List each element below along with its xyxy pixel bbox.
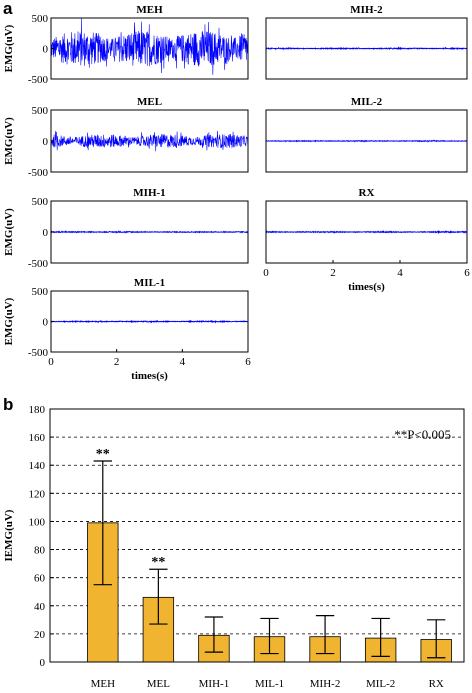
x-tick-label: 2	[114, 356, 120, 368]
y-tick-label: 100	[29, 516, 46, 528]
subplot-title: MIL-2	[351, 96, 383, 108]
y-tick-label: -500	[28, 258, 49, 270]
y-tick-label: 160	[29, 432, 46, 444]
y-tick-label: 500	[32, 105, 49, 117]
y-axis-label: EMG(uV)	[3, 297, 15, 345]
category-label: MIL-2	[366, 678, 395, 690]
subplot-title: MEH	[136, 4, 163, 16]
x-tick-label: 4	[180, 356, 186, 368]
y-tick-label: -500	[28, 74, 49, 86]
y-tick-label: 0	[40, 657, 46, 669]
emg-subplot-mih-1: MIH-1 500 0 -500 EMG(uV)	[3, 187, 249, 270]
significance-note: **P<0.005	[394, 427, 451, 442]
subplot-title: MIH-2	[350, 4, 383, 16]
emg-trace-line	[265, 139, 468, 143]
y-tick-label: 140	[29, 460, 46, 472]
panel-label-b: b	[3, 395, 13, 414]
x-axis-label: times(s)	[131, 370, 168, 382]
category-label: MIH-2	[310, 678, 341, 690]
y-tick-label: 20	[34, 629, 46, 641]
plot-frame	[265, 109, 468, 173]
plot-frame	[265, 200, 468, 264]
plot-frame	[49, 408, 465, 663]
category-label: MEL	[147, 678, 171, 690]
emg-trace-line	[265, 229, 468, 235]
y-tick-label: 60	[34, 573, 46, 585]
subplot-title: MEL	[137, 96, 162, 108]
emg-subplot-rx: RX 0 2 4 6 times(s)	[263, 187, 470, 293]
x-tick-label: 0	[48, 356, 54, 368]
emg-subplot-mel: MEL 500 0 -500 EMG(uV)	[3, 96, 249, 179]
y-tick-label: 180	[29, 404, 46, 416]
category-label: RX	[429, 678, 444, 690]
x-tick-label: 6	[464, 267, 470, 279]
y-axis-label: EMG(uV)	[3, 208, 15, 256]
y-tick-label: -500	[28, 167, 49, 179]
category-label: MEH	[91, 678, 116, 690]
emg-trace-line	[50, 130, 249, 152]
emg-trace-line	[50, 18, 249, 75]
y-axis-label: EMG(uV)	[3, 24, 15, 72]
y-axis-label: IEMG(uV)	[3, 509, 15, 561]
category-label: MIH-1	[199, 678, 230, 690]
y-tick-label: 500	[32, 13, 49, 25]
panel-label-a: a	[3, 0, 13, 18]
iemg-bar-chart: 0 20 40 60 80 100 120 140 160 180 ** MEH ** MEL MIH-1 M…	[3, 404, 465, 690]
y-tick-label: 40	[34, 601, 46, 613]
emg-trace-line	[50, 319, 249, 324]
subplot-title: RX	[359, 187, 375, 199]
y-axis-label: EMG(uV)	[3, 117, 15, 165]
x-tick-label: 0	[263, 267, 269, 279]
plot-frame	[265, 17, 468, 80]
y-tick-label: 0	[43, 317, 49, 329]
significance-marker: **	[151, 555, 165, 570]
y-tick-label: 0	[43, 44, 49, 56]
x-tick-label: 2	[330, 267, 336, 279]
category-label: MIL-1	[255, 678, 284, 690]
emg-subplot-mil-2: MIL-2	[265, 96, 468, 173]
emg-trace-line	[50, 229, 249, 234]
y-tick-label: 0	[43, 227, 49, 239]
y-tick-label: 500	[32, 286, 49, 298]
emg-trace-panels: MEH5000-500EMG(uV)MIH-2MEL5000-500EMG(uV…	[3, 4, 470, 382]
x-tick-label: 6	[245, 356, 251, 368]
y-tick-label: 500	[32, 196, 49, 208]
x-axis-label: times(s)	[348, 281, 385, 293]
y-tick-label: 0	[43, 136, 49, 148]
subplot-title: MIL-1	[134, 277, 165, 289]
significance-marker: **	[96, 447, 110, 462]
y-tick-label: -500	[28, 347, 49, 359]
y-tick-label: 80	[34, 545, 46, 557]
y-tick-label: 120	[29, 488, 46, 500]
subplot-title: MIH-1	[133, 187, 165, 199]
x-tick-label: 4	[397, 267, 403, 279]
emg-subplot-mih-2: MIH-2	[265, 4, 468, 80]
emg-subplot-meh: MEH 500 0 -500 EMG(uV)	[3, 4, 249, 86]
emg-trace-line	[265, 46, 468, 51]
